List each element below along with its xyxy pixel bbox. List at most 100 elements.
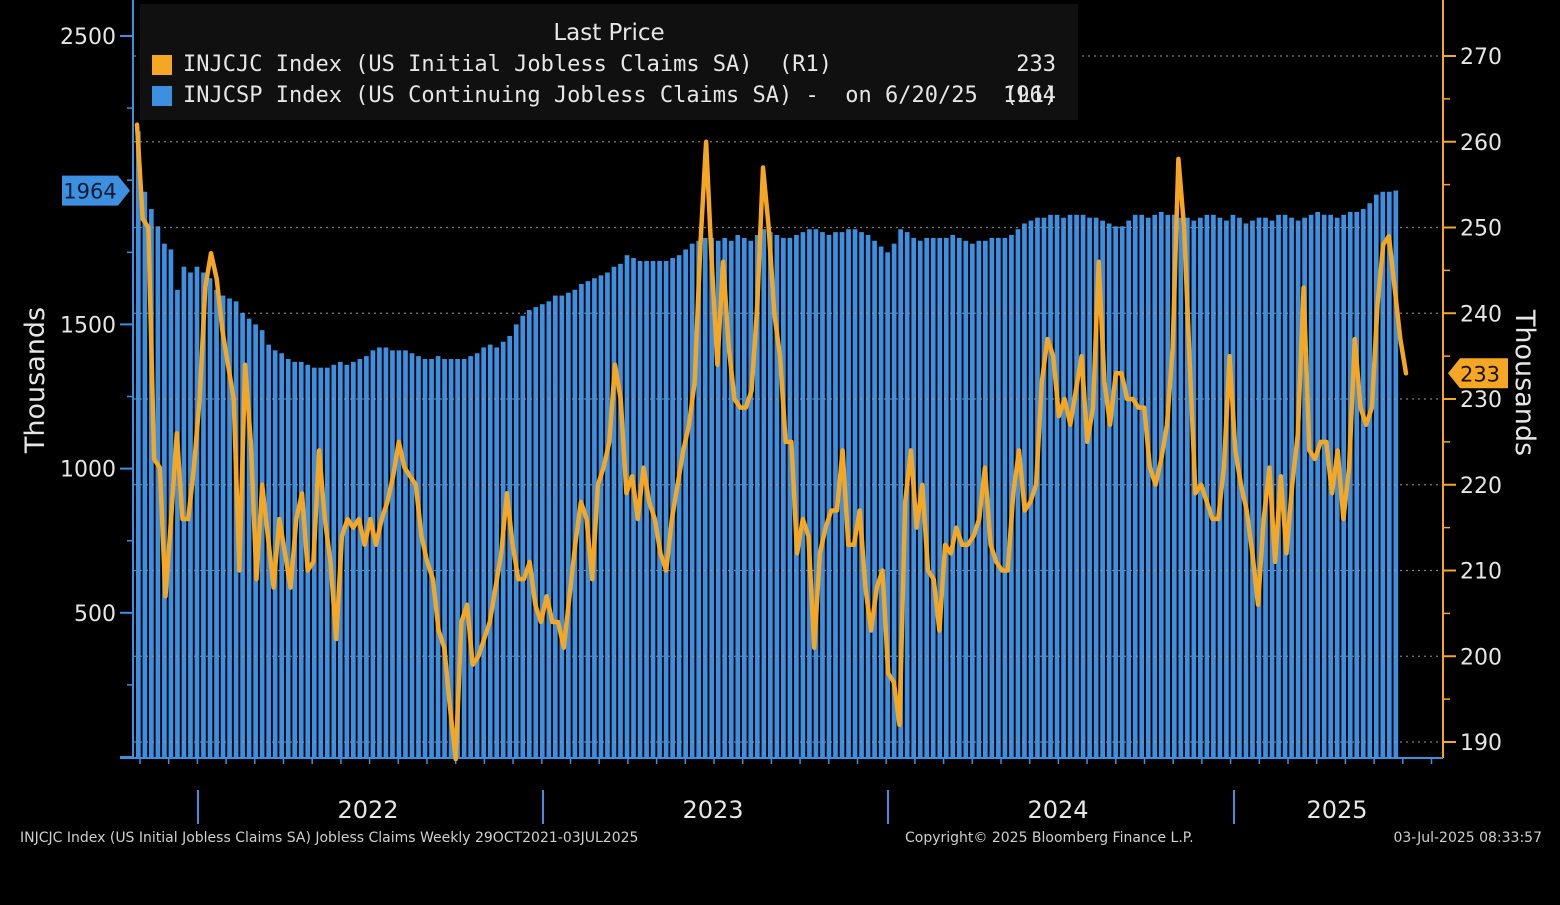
- continuing-claims-bar: [1360, 209, 1366, 758]
- continuing-claims-bar: [442, 359, 447, 757]
- continuing-claims-bar: [383, 347, 389, 757]
- continuing-claims-bar: [324, 367, 330, 757]
- right-last-value-text: 233: [1460, 362, 1500, 386]
- continuing-claims-bar: [1282, 214, 1288, 757]
- continuing-claims-bar: [1093, 217, 1099, 757]
- continuing-claims-bar: [461, 359, 467, 757]
- continuing-claims-bar: [455, 359, 460, 757]
- continuing-claims-bar: [448, 359, 454, 757]
- continuing-claims-bar: [1106, 223, 1112, 757]
- continuing-claims-bar: [1354, 211, 1360, 758]
- initial-claims-line: [134, 122, 1409, 762]
- continuing-claims-bar: [1028, 220, 1034, 757]
- continuing-claims-bar: [1204, 214, 1210, 757]
- continuing-claims-bar: [696, 240, 702, 757]
- legend-label: INJCSP Index (US Continuing Jobless Clai…: [183, 83, 1058, 108]
- continuing-claims-bar: [351, 361, 356, 757]
- axes: 500 1000 1500 2500 190 200 210 220 230 240 250 260 2…: [20, 0, 1540, 824]
- continuing-claims-bar: [396, 350, 402, 757]
- continuing-claims-bar: [1100, 220, 1105, 757]
- continuing-claims-bar: [624, 255, 630, 757]
- continuing-claims-bar: [943, 237, 949, 757]
- continuing-claims-bar: [676, 255, 682, 757]
- continuing-claims-bar: [1126, 220, 1132, 757]
- continuing-claims-bar: [1334, 217, 1340, 757]
- legend-item-initial-claims: INJCJC Index (US Initial Jobless Claims …: [150, 52, 1068, 80]
- continuing-claims-bar: [155, 226, 161, 758]
- continuing-claims-bar: [839, 232, 845, 758]
- continuing-claims-bar: [1211, 214, 1216, 757]
- left-last-value-tag: [62, 175, 130, 206]
- footer-copyright: Copyright© 2025 Bloomberg Finance L.P.: [905, 830, 1194, 846]
- x-tick-label: 2024: [1027, 796, 1088, 824]
- continuing-claims-bar: [748, 240, 754, 757]
- continuing-claims-bar: [631, 258, 636, 757]
- continuing-claims-bar: [194, 266, 200, 757]
- legend-swatch-blue: [152, 86, 172, 106]
- continuing-claims-bar: [1386, 191, 1392, 758]
- continuing-claims-bar: [136, 131, 141, 758]
- continuing-claims-bar: [1250, 220, 1255, 757]
- continuing-claims-bar: [377, 347, 382, 757]
- continuing-claims-bar: [416, 356, 421, 757]
- continuing-claims-bar: [1048, 214, 1053, 757]
- continuing-claims-bar: [507, 335, 513, 757]
- continuing-claims-bar: [1165, 214, 1171, 757]
- right-tick-label: 210: [1460, 560, 1502, 585]
- continuing-claims-bar: [370, 350, 376, 757]
- continuing-claims-bar: [559, 295, 565, 757]
- right-tick-label: 250: [1460, 217, 1502, 242]
- continuing-claims-bar: [657, 260, 662, 757]
- continuing-claims-bar: [1113, 226, 1119, 758]
- continuing-claims-bar: [142, 191, 148, 758]
- continuing-claims-bar: [741, 237, 747, 757]
- continuing-claims-bar: [1041, 217, 1047, 757]
- continuing-claims-bar: [728, 240, 734, 757]
- continuing-claims-bar: [930, 237, 936, 757]
- continuing-claims-bar: [1230, 214, 1236, 757]
- continuing-claims-bar: [1015, 229, 1021, 758]
- continuing-claims-bar: [689, 243, 695, 757]
- continuing-claims-bar: [781, 237, 786, 757]
- continuing-claims-bar: [611, 266, 617, 757]
- left-tick-label: 500: [74, 602, 116, 627]
- x-tick-label: 2022: [337, 796, 398, 824]
- continuing-claims-bar: [937, 237, 943, 757]
- legend-label: INJCJC Index (US Initial Jobless Claims …: [183, 52, 833, 77]
- initial-claims-path: [134, 122, 1409, 762]
- continuing-claims-bar: [1393, 190, 1399, 757]
- continuing-claims-bar: [891, 243, 897, 757]
- continuing-claims-bar: [644, 260, 649, 757]
- right-tick-label: 260: [1460, 131, 1502, 156]
- legend-value: 1964: [1003, 83, 1056, 108]
- continuing-claims-bar: [852, 229, 858, 758]
- continuing-claims-bar: [435, 356, 441, 757]
- continuing-claims-bar: [214, 289, 219, 757]
- continuing-claims-bar: [572, 289, 578, 757]
- right-tick-label: 230: [1460, 388, 1502, 413]
- continuing-claims-bar: [533, 307, 539, 757]
- right-tick-label: 270: [1460, 45, 1502, 70]
- continuing-claims-bar: [494, 347, 500, 757]
- continuing-claims-bar: [468, 356, 473, 757]
- continuing-claims-bar: [989, 237, 995, 757]
- right-last-value-tag: [1448, 358, 1508, 389]
- continuing-claims-bar: [539, 304, 545, 757]
- continuing-claims-bar: [318, 367, 324, 757]
- continuing-claims-bar: [826, 235, 832, 757]
- right-tick-label: 240: [1460, 302, 1502, 327]
- continuing-claims-bar: [702, 237, 708, 757]
- continuing-claims-bar: [1224, 220, 1229, 757]
- continuing-claims-bar: [820, 232, 825, 758]
- continuing-claims-bar: [735, 235, 741, 757]
- left-tick-label: 1000: [60, 458, 116, 483]
- continuing-claims-bar: [1061, 217, 1066, 757]
- continuing-claims-bar: [1132, 214, 1138, 757]
- right-tick-label: 220: [1460, 474, 1502, 499]
- continuing-claims-bar: [546, 301, 552, 757]
- continuing-claims-bar: [722, 237, 728, 757]
- continuing-claims-bar: [279, 353, 285, 757]
- continuing-claims-bar: [526, 309, 532, 757]
- continuing-claims-bar: [963, 240, 969, 757]
- continuing-claims-bar: [201, 272, 206, 757]
